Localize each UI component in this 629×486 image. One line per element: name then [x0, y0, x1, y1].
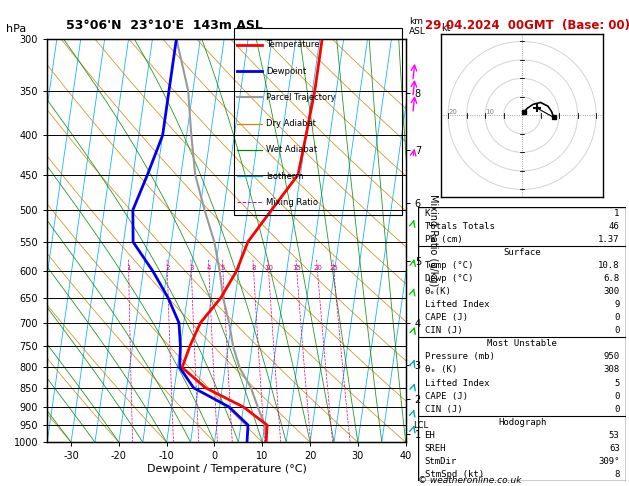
- Text: Wet Adiabat: Wet Adiabat: [266, 145, 317, 155]
- Text: 15: 15: [292, 265, 301, 271]
- Text: 8: 8: [252, 265, 256, 271]
- Text: 1: 1: [126, 265, 131, 271]
- Text: 300: 300: [603, 287, 620, 296]
- Text: θₑ(K): θₑ(K): [425, 287, 452, 296]
- X-axis label: Dewpoint / Temperature (°C): Dewpoint / Temperature (°C): [147, 464, 306, 474]
- Text: © weatheronline.co.uk: © weatheronline.co.uk: [418, 476, 522, 485]
- Text: 29.04.2024  00GMT  (Base: 00): 29.04.2024 00GMT (Base: 00): [425, 18, 629, 32]
- Text: 3: 3: [189, 265, 194, 271]
- Text: CIN (J): CIN (J): [425, 405, 462, 414]
- Text: Dewp (°C): Dewp (°C): [425, 274, 473, 283]
- Text: 53°06'N  23°10'E  143m ASL: 53°06'N 23°10'E 143m ASL: [66, 18, 263, 32]
- Text: Temp (°C): Temp (°C): [425, 261, 473, 270]
- Text: K: K: [425, 208, 430, 218]
- Text: CAPE (J): CAPE (J): [425, 392, 467, 400]
- Text: 5: 5: [615, 379, 620, 387]
- Text: Surface: Surface: [503, 248, 541, 257]
- Text: km
ASL: km ASL: [409, 17, 426, 36]
- Text: hPa: hPa: [6, 24, 26, 34]
- Y-axis label: Mixing Ratio (g/kg): Mixing Ratio (g/kg): [428, 194, 438, 287]
- Text: Dewpoint: Dewpoint: [266, 67, 306, 76]
- Text: Lifted Index: Lifted Index: [425, 379, 489, 387]
- Text: 10: 10: [485, 108, 494, 115]
- Text: 6.8: 6.8: [603, 274, 620, 283]
- Text: Isotherm: Isotherm: [266, 172, 303, 180]
- Text: Most Unstable: Most Unstable: [487, 339, 557, 348]
- Text: 950: 950: [603, 352, 620, 362]
- Text: 46: 46: [609, 222, 620, 231]
- Text: 10: 10: [264, 265, 273, 271]
- Text: 5: 5: [221, 265, 225, 271]
- Text: CAPE (J): CAPE (J): [425, 313, 467, 322]
- Text: Dry Adiabat: Dry Adiabat: [266, 119, 316, 128]
- Text: 63: 63: [609, 444, 620, 453]
- Text: 9: 9: [615, 300, 620, 309]
- Text: Hodograph: Hodograph: [498, 418, 546, 427]
- Text: Pressure (mb): Pressure (mb): [425, 352, 494, 362]
- Text: Totals Totals: Totals Totals: [425, 222, 494, 231]
- Text: kt: kt: [441, 23, 450, 33]
- Text: 1.37: 1.37: [598, 235, 620, 244]
- Text: StmDir: StmDir: [425, 457, 457, 466]
- Text: PW (cm): PW (cm): [425, 235, 462, 244]
- Text: StmSpd (kt): StmSpd (kt): [425, 470, 484, 479]
- Text: 10.8: 10.8: [598, 261, 620, 270]
- Text: 25: 25: [330, 265, 338, 271]
- Text: 4: 4: [207, 265, 211, 271]
- Text: EH: EH: [425, 431, 435, 440]
- Text: SREH: SREH: [425, 444, 446, 453]
- Text: 2: 2: [165, 265, 170, 271]
- Text: 1: 1: [615, 208, 620, 218]
- Text: Mixing Ratio: Mixing Ratio: [266, 198, 318, 207]
- Text: LCL: LCL: [413, 420, 428, 430]
- Text: 309°: 309°: [598, 457, 620, 466]
- Text: 0: 0: [615, 405, 620, 414]
- Text: 0: 0: [615, 313, 620, 322]
- Text: Temperature: Temperature: [266, 40, 320, 50]
- Text: 20: 20: [448, 108, 457, 115]
- Text: 0: 0: [615, 392, 620, 400]
- Text: θₑ (K): θₑ (K): [425, 365, 457, 375]
- Text: Parcel Trajectory: Parcel Trajectory: [266, 93, 335, 102]
- Text: 53: 53: [609, 431, 620, 440]
- Text: 8: 8: [615, 470, 620, 479]
- Text: Lifted Index: Lifted Index: [425, 300, 489, 309]
- Text: 20: 20: [313, 265, 322, 271]
- Text: 0: 0: [615, 326, 620, 335]
- Bar: [233, 28, 402, 215]
- Text: 308: 308: [603, 365, 620, 375]
- Text: CIN (J): CIN (J): [425, 326, 462, 335]
